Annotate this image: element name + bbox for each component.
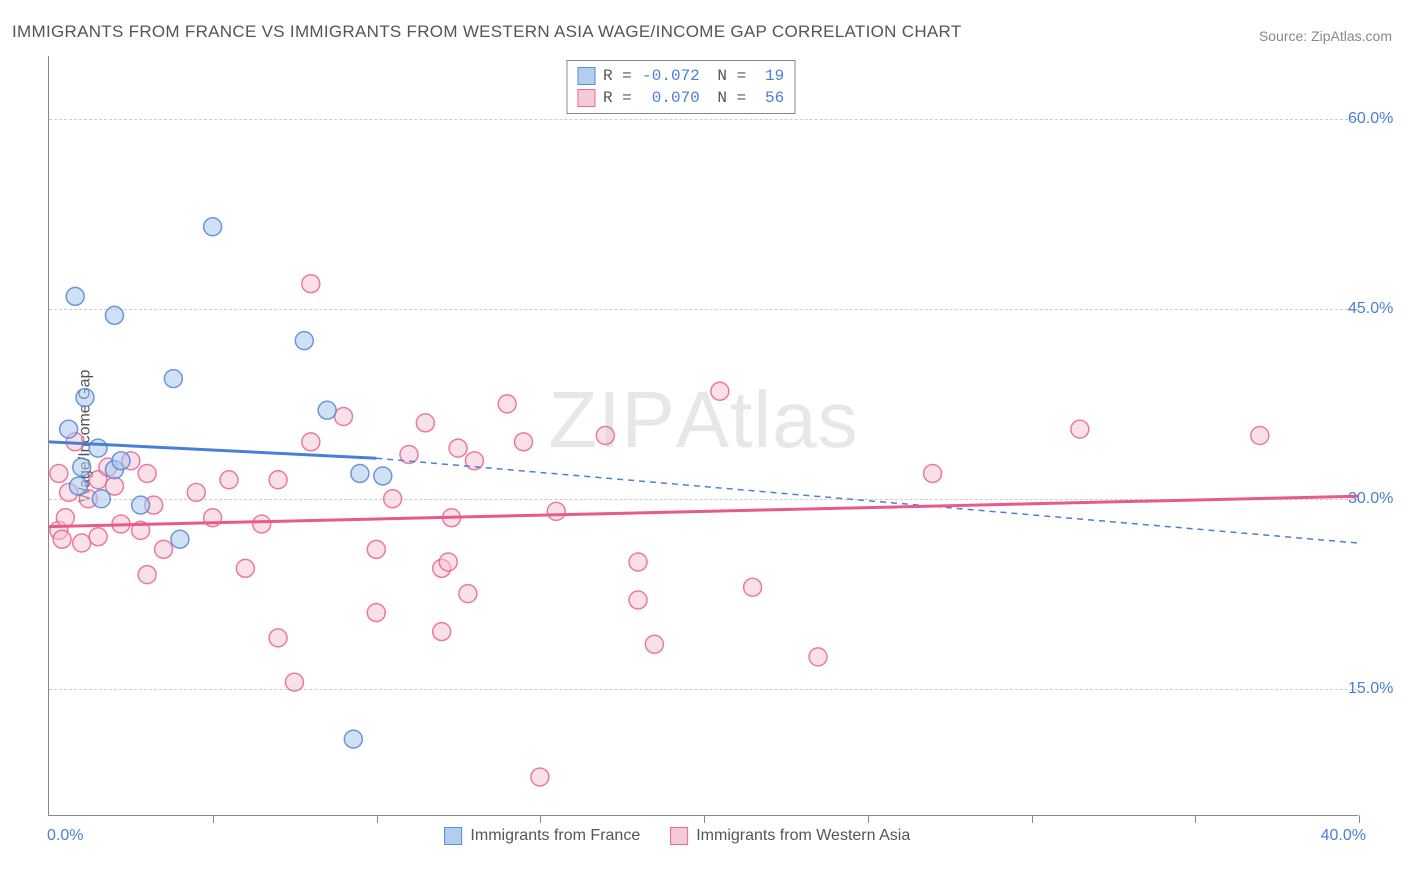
data-point	[155, 540, 173, 558]
data-point	[92, 490, 110, 508]
data-point	[374, 467, 392, 485]
x-tick	[704, 815, 705, 823]
data-point	[384, 490, 402, 508]
data-point	[498, 395, 516, 413]
data-point	[302, 275, 320, 293]
data-point	[596, 427, 614, 445]
data-point	[220, 471, 238, 489]
data-point	[60, 420, 78, 438]
legend-n-value-france: 19	[754, 65, 784, 87]
data-point	[295, 332, 313, 350]
data-point	[187, 483, 205, 501]
data-point	[367, 540, 385, 558]
x-tick	[540, 815, 541, 823]
data-point	[132, 496, 150, 514]
data-point	[66, 287, 84, 305]
legend-row-wasia: R = 0.070 N = 56	[577, 87, 784, 109]
data-point	[53, 530, 71, 548]
legend-row-france: R = -0.072 N = 19	[577, 65, 784, 87]
data-point	[711, 382, 729, 400]
legend-swatch-france	[577, 67, 595, 85]
data-point	[459, 585, 477, 603]
plot-area: Wage/Income Gap ZIPAtlas 15.0%30.0%45.0%…	[48, 56, 1358, 816]
data-point	[112, 452, 130, 470]
data-point	[89, 439, 107, 457]
data-point	[73, 458, 91, 476]
legend-label-france: Immigrants from France	[470, 827, 640, 845]
legend-item-wasia: Immigrants from Western Asia	[670, 827, 910, 845]
data-point	[924, 464, 942, 482]
data-point	[164, 370, 182, 388]
legend-swatch-wasia	[577, 89, 595, 107]
legend-n-label: N =	[708, 65, 746, 87]
legend-series: Immigrants from France Immigrants from W…	[444, 827, 910, 845]
x-tick	[213, 815, 214, 823]
data-point	[50, 464, 68, 482]
data-point	[351, 464, 369, 482]
data-point	[138, 566, 156, 584]
data-point	[76, 389, 94, 407]
data-point	[1251, 427, 1269, 445]
data-point	[269, 471, 287, 489]
chart-title: IMMIGRANTS FROM FRANCE VS IMMIGRANTS FRO…	[12, 22, 962, 42]
legend-r-label: R =	[603, 65, 632, 87]
data-point	[1071, 420, 1089, 438]
data-point	[367, 604, 385, 622]
data-point	[302, 433, 320, 451]
chart-container: IMMIGRANTS FROM FRANCE VS IMMIGRANTS FRO…	[0, 0, 1406, 892]
x-tick	[1032, 815, 1033, 823]
data-point	[547, 502, 565, 520]
x-tick	[377, 815, 378, 823]
data-point	[285, 673, 303, 691]
source-label: Source: ZipAtlas.com	[1259, 28, 1392, 44]
legend-n-value-wasia: 56	[754, 87, 784, 109]
x-tick	[868, 815, 869, 823]
data-point	[56, 509, 74, 527]
scatter-svg	[49, 56, 1358, 815]
data-point	[809, 648, 827, 666]
x-tick	[1195, 815, 1196, 823]
data-point	[744, 578, 762, 596]
legend-correlation-box: R = -0.072 N = 19 R = 0.070 N = 56	[566, 60, 795, 114]
legend-r-value-wasia: 0.070	[640, 87, 700, 109]
x-tick	[1359, 815, 1360, 823]
legend-r-label: R =	[603, 87, 632, 109]
data-point	[105, 306, 123, 324]
data-point	[69, 477, 87, 495]
data-point	[138, 464, 156, 482]
data-point	[531, 768, 549, 786]
data-point	[269, 629, 287, 647]
data-point	[344, 730, 362, 748]
data-point	[236, 559, 254, 577]
trend-line	[49, 496, 1358, 526]
legend-r-value-france: -0.072	[640, 65, 700, 87]
x-axis-max-label: 40.0%	[1321, 827, 1366, 845]
legend-n-label: N =	[708, 87, 746, 109]
data-point	[433, 623, 451, 641]
data-point	[335, 408, 353, 426]
data-point	[318, 401, 336, 419]
data-point	[416, 414, 434, 432]
data-point	[204, 218, 222, 236]
legend-label-wasia: Immigrants from Western Asia	[696, 827, 910, 845]
data-point	[253, 515, 271, 533]
legend-item-france: Immigrants from France	[444, 827, 640, 845]
legend-swatch-wasia-bottom	[670, 827, 688, 845]
x-axis-min-label: 0.0%	[47, 827, 83, 845]
data-point	[449, 439, 467, 457]
data-point	[439, 553, 457, 571]
data-point	[629, 553, 647, 571]
data-point	[629, 591, 647, 609]
data-point	[171, 530, 189, 548]
data-point	[89, 528, 107, 546]
data-point	[73, 534, 91, 552]
data-point	[645, 635, 663, 653]
data-point	[515, 433, 533, 451]
legend-swatch-france-bottom	[444, 827, 462, 845]
